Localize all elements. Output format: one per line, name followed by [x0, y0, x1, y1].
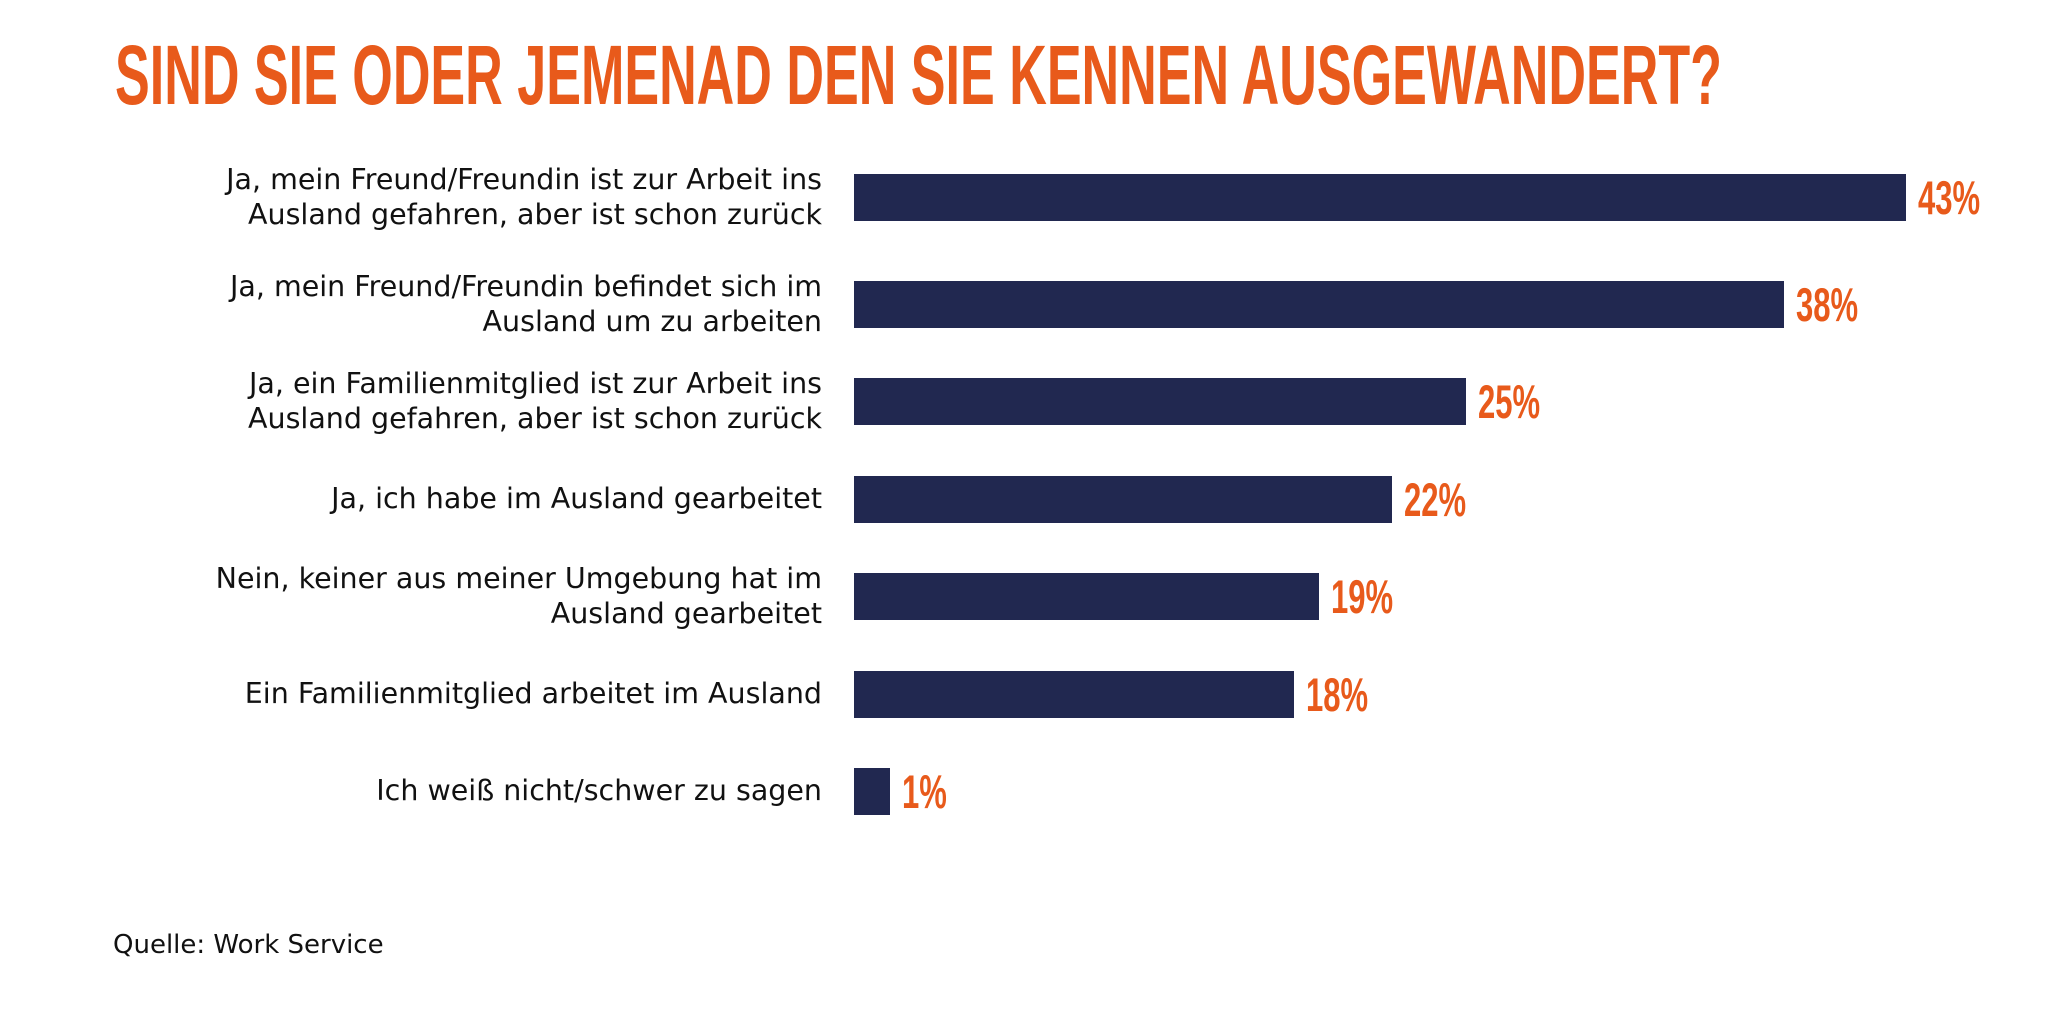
category-label: Ich weiß nicht/schwer zu sagen	[376, 774, 822, 807]
category-label: Nein, keiner aus meiner Umgebung hat im …	[215, 561, 822, 630]
bar	[854, 573, 1319, 620]
value-label: 43%	[1918, 170, 1981, 224]
bar	[854, 768, 890, 815]
category-label: Ja, ein Familienmitglied ist zur Arbeit …	[248, 366, 822, 435]
bar	[854, 378, 1466, 425]
bar	[854, 671, 1295, 718]
value-label: 22%	[1404, 472, 1467, 526]
value-label: 1%	[902, 764, 947, 818]
bar	[854, 281, 1784, 328]
category-label: Ja, mein Freund/Freundin befindet sich i…	[229, 269, 822, 338]
category-label: Ja, mein Freund/Freundin ist zur Arbeit …	[226, 162, 822, 231]
category-label: Ein Familienmitglied arbeitet im Ausland	[244, 677, 822, 710]
source-note: Quelle: Work Service	[113, 930, 384, 960]
chart-title: SIND SIE ODER JEMENAD DEN SIE KENNEN AUS…	[115, 28, 1722, 122]
value-label: 38%	[1795, 277, 1858, 331]
category-label: Ja, ich habe im Ausland gearbeitet	[331, 482, 822, 515]
value-label: 19%	[1330, 569, 1393, 623]
value-label: 25%	[1477, 374, 1540, 428]
value-label: 18%	[1306, 667, 1369, 721]
bar	[854, 476, 1393, 523]
bar	[854, 174, 1906, 221]
